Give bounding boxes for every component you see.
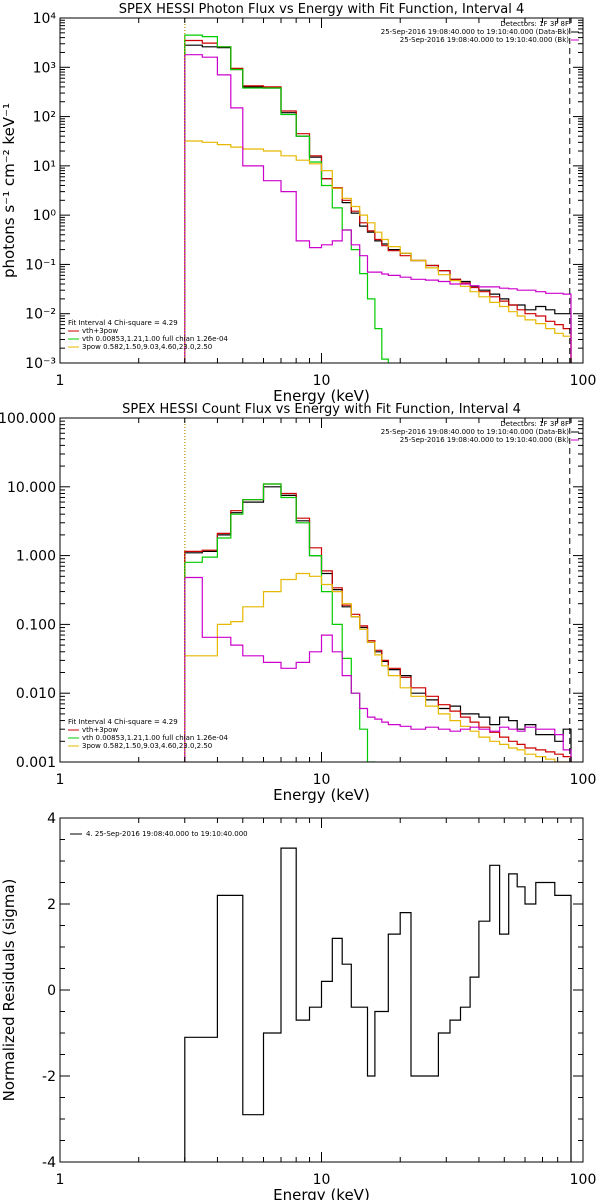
resid-ytick-label: 2 [47, 897, 56, 913]
count-ytick-label: 0.010 [16, 686, 56, 702]
photon-series-vth [184, 34, 389, 363]
photon-series-3pow [184, 140, 572, 363]
photon-series-vth-3pow [184, 39, 572, 363]
photon-legend-bl-1: vth+3pow [82, 327, 118, 335]
resid-ytick-label: 4 [47, 811, 56, 827]
resid-ytick-label: 0 [47, 983, 56, 999]
photon-legend-tr-2: 25-Sep-2016 19:08:40.000 to 19:10:40.000… [400, 36, 570, 44]
resid-series-group [184, 847, 572, 1162]
photon-ytick-label: 10⁻² [25, 307, 56, 323]
resid-xtick-label: 1 [56, 1172, 65, 1188]
count-ytick-label: 0.100 [16, 617, 56, 633]
count-ytick-label: 100.000 [0, 411, 56, 427]
resid-panel: 1 10 100 Energy (keV) -4 -2 0 2 4 Normalized Resi… [0, 811, 596, 1200]
resid-xtick-label: 100 [570, 1172, 597, 1188]
count-series-3pow [184, 572, 572, 762]
photon-xtick-label: 100 [570, 373, 597, 389]
photon-legend-bl-0: Fit Interval 4 Chi-square = 4.29 [68, 319, 178, 327]
photon-ytick-label: 10² [33, 110, 56, 126]
photon-ytick-label: 10⁻¹ [25, 257, 56, 273]
photon-ytick-label: 10³ [33, 60, 56, 76]
count-series-group [184, 483, 572, 762]
photon-legend-bl-2: vth 0.00853,1.21,1.00 full chian 1.26e-0… [82, 335, 228, 343]
count-series-vth-3pow [184, 483, 572, 762]
count-xtick-label: 10 [313, 772, 331, 788]
count-ytick-label: 10.000 [7, 480, 56, 496]
count-xtick-label: 1 [56, 772, 65, 788]
photon-xtick-label: 1 [56, 373, 65, 389]
photon-panel: SPEX HESSI Photon Flux vs Energy with Fi… [0, 2, 596, 405]
photon-series-data-bk [184, 44, 572, 363]
count-legend-tr-0: Detectors: 1F 3F 8F [500, 420, 569, 428]
photon-xlabel: Energy (keV) [273, 387, 370, 405]
count-legend-bl-3: 3pow 0.582,1.50,9.03,4.60,23.0,2.50 [82, 742, 212, 750]
photon-frame [59, 17, 584, 364]
photon-title: SPEX HESSI Photon Flux vs Energy with Fi… [119, 2, 525, 17]
photon-ytick-label: 10⁻³ [25, 356, 56, 372]
photon-legend-tr-0: Detectors: 1F 3F 8F [500, 20, 569, 28]
count-legend-tr-1: 25-Sep-2016 19:08:40.000 to 19:10:40.000… [381, 428, 570, 436]
resid-xlabel: Energy (keV) [273, 1186, 370, 1200]
count-ytick-label: 1.000 [16, 549, 56, 565]
count-series-data-bk [184, 486, 572, 762]
count-xlabel: Energy (keV) [273, 786, 370, 804]
count-legend-bl-2: vth 0.00853,1.21,1.00 full chian 1.26e-0… [82, 734, 228, 742]
count-series-vth [184, 483, 376, 762]
resid-ytick-label: -4 [42, 1155, 56, 1171]
count-ytick-label: 0.001 [16, 755, 56, 771]
resid-series-4-25-sep-2016-19-08-40-000-to-19-10-40-000 [184, 847, 572, 1162]
count-panel: SPEX HESSI Count Flux vs Energy with Fit… [0, 402, 596, 804]
photon-ytick-label: 10⁴ [33, 11, 57, 27]
photon-ytick-label: 10¹ [33, 159, 56, 175]
resid-legend-tl-0: 4. 25-Sep-2016 19:08:40.000 to 19:10:40.… [86, 830, 248, 838]
photon-legend-bl-3: 3pow 0.582,1.50,9.03,4.60,23.0,2.50 [82, 343, 212, 351]
count-xtick-label: 100 [570, 772, 597, 788]
photon-series-group [184, 34, 572, 363]
photon-series-bk [184, 54, 572, 363]
photon-ytick-label: 10⁰ [33, 208, 57, 224]
resid-ytick-label: -2 [42, 1069, 56, 1085]
count-legend-bl-0: Fit Interval 4 Chi-square = 4.29 [68, 718, 178, 726]
photon-xtick-label: 10 [313, 373, 331, 389]
photon-legend-tr-1: 25-Sep-2016 19:08:40.000 to 19:10:40.000… [381, 28, 570, 36]
count-title: SPEX HESSI Count Flux vs Energy with Fit… [122, 402, 521, 417]
resid-xtick-label: 10 [313, 1172, 331, 1188]
count-legend-tr-2: 25-Sep-2016 19:08:40.000 to 19:10:40.000… [400, 436, 570, 444]
count-legend-bl-1: vth+3pow [82, 726, 118, 734]
count-series-bk [184, 576, 572, 762]
resid-ylabel: Normalized Residuals (sigma) [0, 879, 18, 1102]
photon-ylabel: photons s⁻¹ cm⁻² keV⁻¹ [0, 103, 18, 278]
